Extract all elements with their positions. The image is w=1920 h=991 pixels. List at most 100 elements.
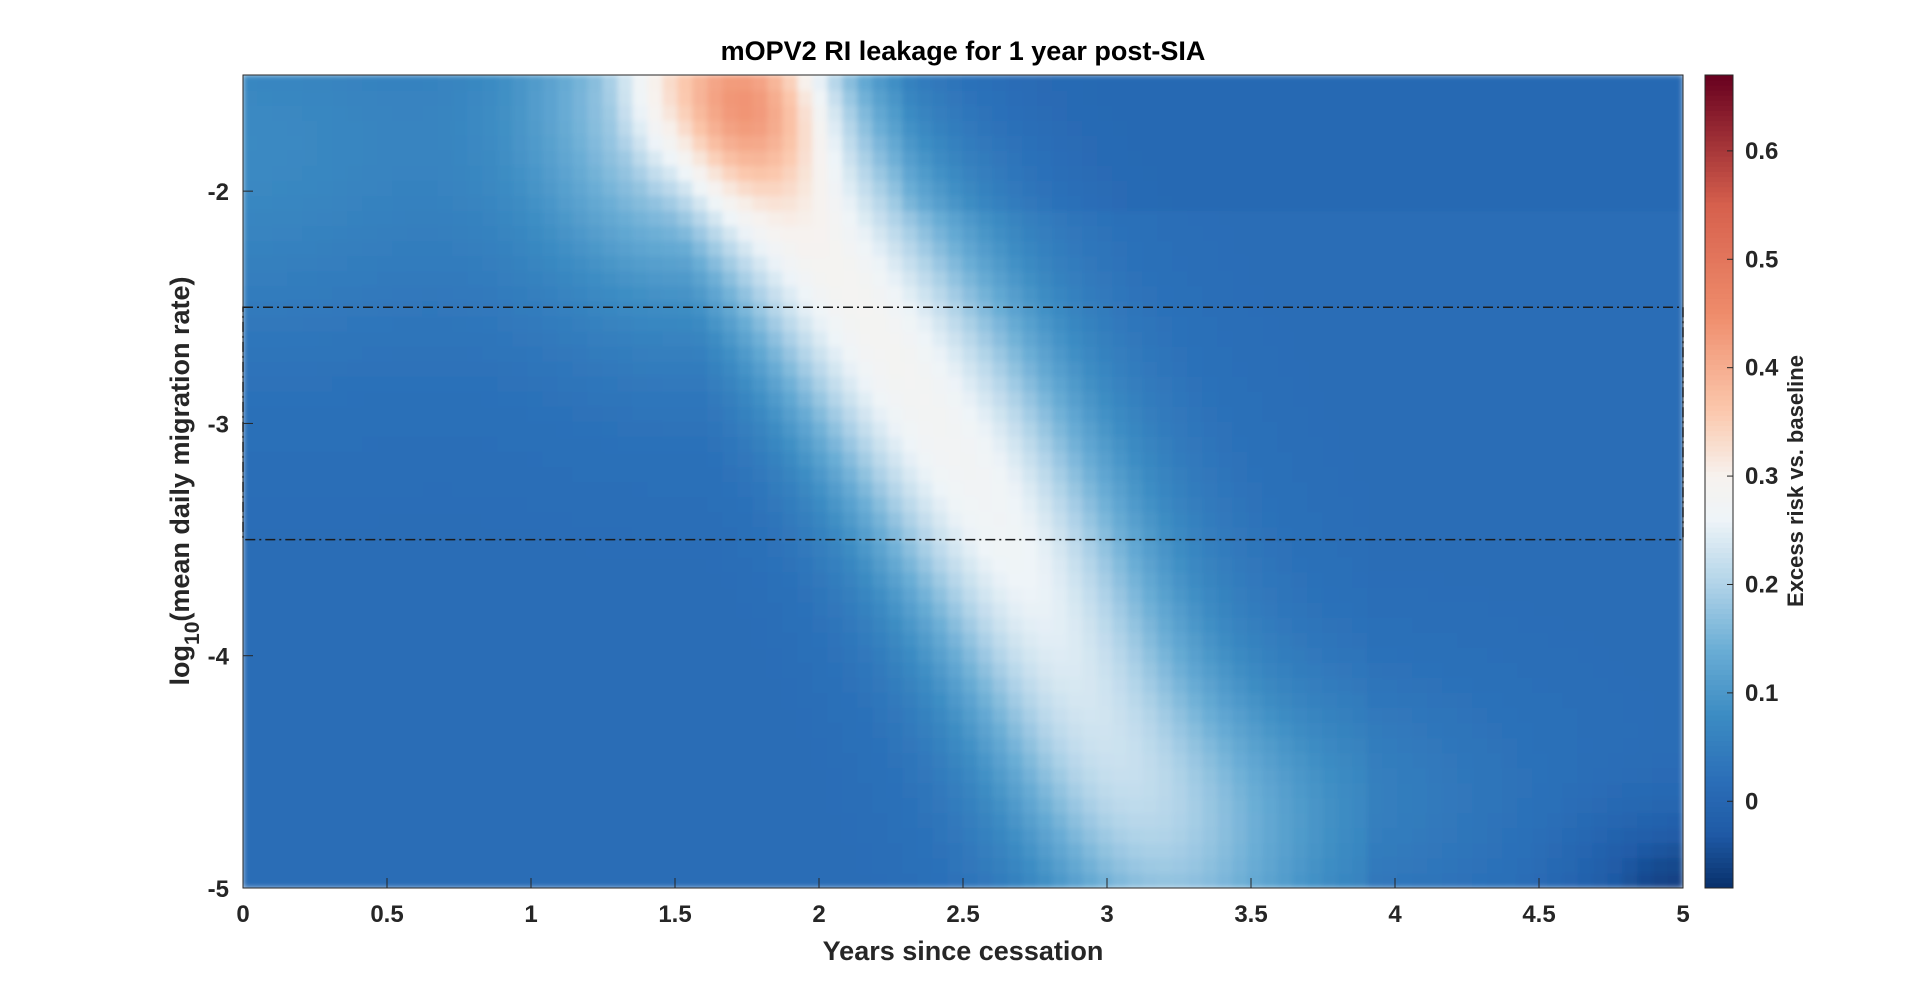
heatmap-cell [527,240,544,257]
heatmap-cell [1562,315,1579,332]
heatmap-cell [1142,812,1159,829]
heatmap-cell [542,541,559,558]
heatmap-cell [1607,736,1624,754]
heatmap-cell [1112,571,1129,588]
heatmap-cell [1232,104,1249,121]
heatmap-cell [752,390,769,407]
heatmap-cell [407,857,424,874]
heatmap-cell [632,240,649,257]
heatmap-cell [1622,631,1639,648]
heatmap-cell [287,420,304,437]
heatmap-cell [1247,571,1264,588]
heatmap-cell [947,511,964,528]
heatmap-cell [1067,360,1084,377]
heatmap-cell [1307,285,1324,302]
heatmap-cell [1352,240,1369,257]
heatmap-cell [392,586,409,603]
heatmap-cell [977,751,994,769]
heatmap-cell [1262,601,1279,618]
heatmap-cell [1022,194,1039,212]
heatmap-cell [1622,495,1639,513]
heatmap-cell [1277,194,1294,212]
heatmap-cell [1442,556,1459,573]
heatmap-cell [1112,631,1129,648]
heatmap-cell [1622,782,1639,799]
heatmap-cell [1532,857,1549,874]
heatmap-cell [1097,270,1114,287]
heatmap-cell [1487,75,1504,91]
heatmap-cell [932,345,949,362]
heatmap-cell [257,616,274,633]
heatmap-cell [1127,541,1144,558]
heatmap-cell [707,224,724,242]
heatmap-cell [602,375,619,392]
heatmap-cell [1592,661,1609,678]
heatmap-cell [767,721,784,739]
heatmap-cell [632,691,649,708]
heatmap-cell [1277,240,1294,257]
heatmap-cell [1412,360,1429,377]
heatmap-cell [1397,631,1414,648]
heatmap-cell [632,526,649,543]
heatmap-cell [1067,827,1084,844]
heatmap-cell [767,164,784,181]
heatmap-cell [842,766,859,784]
heatmap-cell [1307,736,1324,754]
heatmap-cell [257,526,274,543]
heatmap-cell [962,240,979,257]
heatmap-cell [602,300,619,317]
heatmap-cell [842,857,859,874]
heatmap-cell [1082,194,1099,212]
heatmap-cell [377,360,394,377]
heatmap-cell [272,345,289,362]
heatmap-cell [767,571,784,588]
heatmap-cell [1262,736,1279,754]
heatmap-cell [602,104,619,121]
heatmap-cell [857,812,874,829]
heatmap-cell [452,315,469,332]
heatmap-cell [1397,736,1414,754]
heatmap-cell [1427,330,1444,347]
heatmap-cell [1127,104,1144,121]
heatmap-cell [917,736,934,754]
heatmap-cell [677,224,694,242]
heatmap-cell [467,390,484,407]
heatmap-cell [1277,149,1294,166]
heatmap-cell [1562,842,1579,859]
heatmap-cell [1577,420,1594,437]
heatmap-cell [243,872,259,888]
heatmap-cell [1187,571,1204,588]
heatmap-cell [1562,164,1579,181]
heatmap-cell [857,751,874,769]
heatmap-cell [1007,480,1024,498]
heatmap-cell [1322,782,1339,799]
heatmap-cell [1052,420,1069,437]
heatmap-cell [992,872,1009,888]
heatmap-cell [812,526,829,543]
heatmap-cell [1217,255,1234,272]
heatmap-cell [1277,827,1294,844]
heatmap-cell [1172,857,1189,874]
heatmap-cell [977,420,994,437]
heatmap-cell [782,330,799,347]
heatmap-cell [1607,345,1624,362]
heatmap-cell [992,646,1009,663]
heatmap-cell [857,240,874,257]
heatmap-cell [1247,224,1264,242]
heatmap-cell [1592,766,1609,784]
heatmap-cell [812,360,829,377]
heatmap-cell [1202,827,1219,844]
heatmap-cell [692,164,709,181]
heatmap-cell [1322,706,1339,723]
heatmap-cell [857,224,874,242]
heatmap-cell [767,345,784,362]
heatmap-cell [617,797,634,814]
heatmap-cell [797,556,814,573]
heatmap-cell [407,766,424,784]
heatmap-cell [977,571,994,588]
heatmap-cell [1322,601,1339,618]
heatmap-cell [1247,345,1264,362]
heatmap-cell [797,255,814,272]
heatmap-cell [857,435,874,452]
heatmap-cell [1382,345,1399,362]
